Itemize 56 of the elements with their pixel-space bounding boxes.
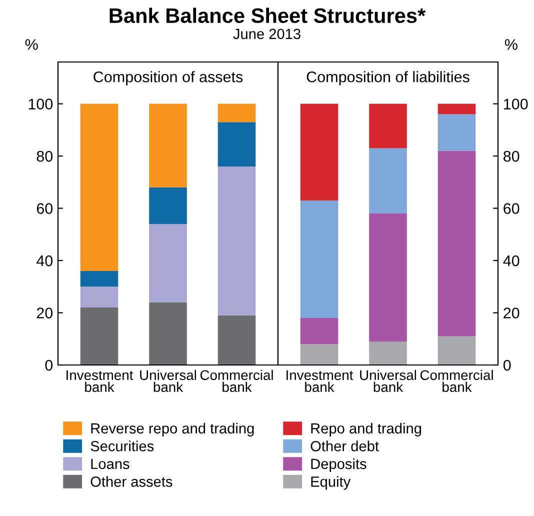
bar (300, 200, 338, 318)
bar (80, 104, 118, 271)
bar (149, 187, 187, 224)
x-tick-label: Universal bank (140, 370, 196, 392)
legend-label: Securities (90, 440, 154, 452)
y-tick-label: 60 (504, 203, 520, 214)
legend-label: Other assets (90, 476, 172, 487)
bar (80, 286, 118, 308)
legend-label: Reverse repo and trading (91, 422, 254, 436)
y-tick-label: 60 (36, 203, 53, 214)
bar (300, 318, 338, 344)
bar (149, 224, 187, 302)
y-axis-title: % (504, 39, 518, 50)
annotation: Composition of liabilities (306, 71, 470, 86)
bar (80, 270, 118, 287)
x-tick-label: Investment bank (66, 370, 134, 392)
bar (149, 302, 187, 365)
x-tick-label: Investment bank (286, 370, 354, 392)
bar (438, 150, 476, 336)
bar (218, 122, 256, 166)
bar (149, 104, 187, 188)
bar (218, 315, 256, 365)
x-tick-label: Commercial bank (200, 370, 273, 392)
bar (369, 104, 407, 148)
annotation: Composition of assets (94, 71, 243, 86)
y-tick-label: 40 (503, 255, 520, 266)
x-tick-label: Commercial bank (420, 370, 493, 392)
y-tick-label: 40 (36, 255, 53, 266)
y-tick-label: 80 (504, 150, 520, 162)
bar (438, 336, 476, 365)
legend-label: Repo and trading (311, 422, 422, 436)
chart-title: Bank Balance Sheet Structures* (110, 8, 426, 24)
bar (438, 104, 476, 114)
bar (80, 308, 118, 365)
y-tick-label: 100 (504, 98, 528, 110)
y-tick-label: 100 (28, 98, 53, 110)
y-tick-label: 80 (36, 150, 53, 162)
bar (218, 166, 256, 316)
legend-label: Loans (91, 458, 130, 470)
y-tick-label: 0 (503, 360, 511, 371)
bar (300, 104, 338, 200)
y-tick-label: 20 (504, 308, 520, 318)
x-tick-label: Universal bank (360, 370, 416, 392)
bar (438, 114, 476, 151)
legend-label: Other debt (310, 440, 379, 452)
chart-subtitle: June 2013 (233, 28, 300, 40)
y-tick-label: 0 (45, 360, 53, 371)
bar (369, 341, 407, 365)
bar (369, 148, 407, 214)
bar (300, 344, 338, 365)
y-tick-label: 20 (36, 308, 53, 318)
bar (218, 104, 256, 122)
legend-label: Deposits (311, 458, 366, 472)
y-axis-title: % (25, 39, 38, 50)
legend-label: Equity (311, 476, 351, 490)
bar (369, 214, 407, 342)
